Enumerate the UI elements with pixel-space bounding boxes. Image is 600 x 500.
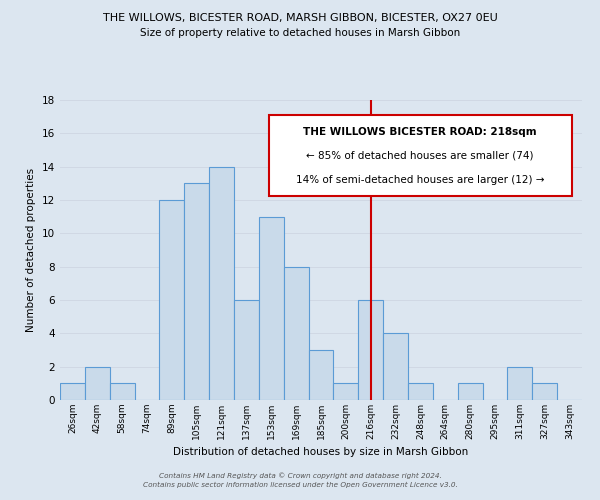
Bar (184, 184, 209, 400)
Bar (383, 334, 408, 400)
Bar (85, 366, 110, 400)
Text: Size of property relative to detached houses in Marsh Gibbon: Size of property relative to detached ho… (140, 28, 460, 38)
Bar (508, 366, 532, 400)
X-axis label: Distribution of detached houses by size in Marsh Gibbon: Distribution of detached houses by size … (173, 448, 469, 458)
Text: THE WILLOWS, BICESTER ROAD, MARSH GIBBON, BICESTER, OX27 0EU: THE WILLOWS, BICESTER ROAD, MARSH GIBBON… (103, 12, 497, 22)
Bar (532, 384, 557, 400)
Bar (358, 300, 383, 400)
Bar (60, 384, 85, 400)
Bar (334, 384, 358, 400)
Bar (110, 384, 134, 400)
Text: 14% of semi-detached houses are larger (12) →: 14% of semi-detached houses are larger (… (296, 175, 544, 185)
Text: Contains HM Land Registry data © Crown copyright and database right 2024.
Contai: Contains HM Land Registry data © Crown c… (143, 472, 457, 488)
FancyBboxPatch shape (269, 115, 572, 196)
Text: ← 85% of detached houses are smaller (74): ← 85% of detached houses are smaller (74… (307, 151, 534, 161)
Bar (308, 350, 334, 400)
Bar (408, 384, 433, 400)
Bar (259, 216, 284, 400)
Bar (234, 300, 259, 400)
Y-axis label: Number of detached properties: Number of detached properties (26, 168, 37, 332)
Bar (458, 384, 482, 400)
Text: THE WILLOWS BICESTER ROAD: 218sqm: THE WILLOWS BICESTER ROAD: 218sqm (304, 127, 537, 137)
Bar (209, 166, 234, 400)
Bar (160, 200, 184, 400)
Bar (284, 266, 308, 400)
